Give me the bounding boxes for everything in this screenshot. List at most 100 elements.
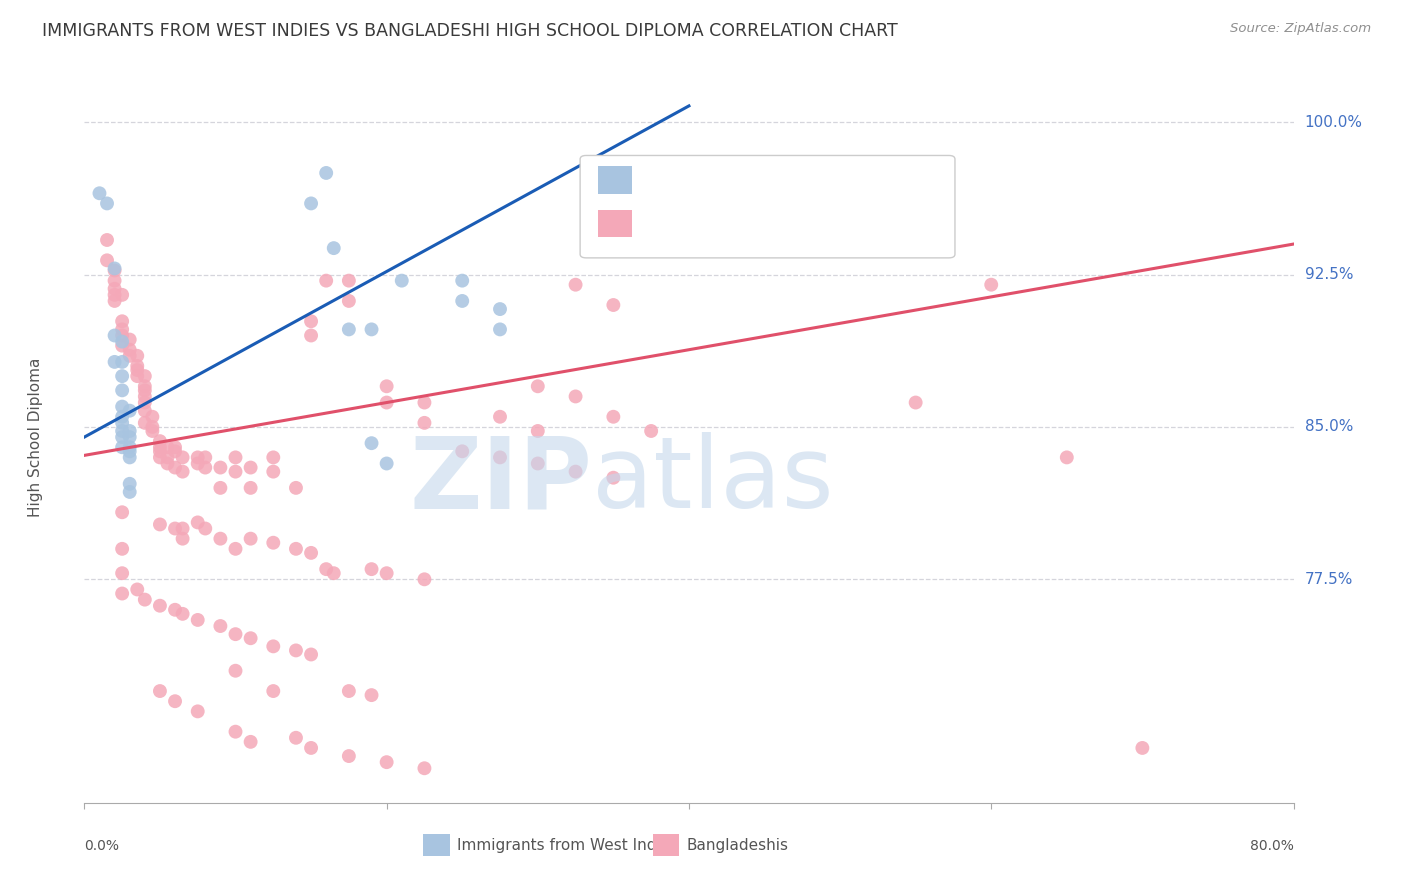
Point	[111, 322, 134, 336]
Point	[564, 389, 586, 403]
Point	[489, 409, 512, 424]
Point	[375, 755, 398, 769]
Point	[225, 450, 247, 465]
Point	[149, 434, 172, 449]
Point	[489, 450, 512, 465]
Point	[262, 684, 284, 698]
Point	[194, 521, 217, 535]
Point	[225, 465, 247, 479]
Point	[111, 440, 134, 454]
Text: Immigrants from West Indies: Immigrants from West Indies	[457, 838, 678, 853]
Point	[118, 430, 141, 444]
Bar	[599, 166, 633, 194]
Point	[337, 749, 360, 764]
Point	[527, 379, 550, 393]
Point	[564, 465, 586, 479]
Point	[602, 409, 624, 424]
Point	[127, 349, 149, 363]
Bar	[423, 834, 450, 856]
Point	[165, 694, 187, 708]
Point	[134, 369, 156, 384]
Point	[149, 440, 172, 454]
Point	[104, 355, 127, 369]
Point	[299, 546, 322, 560]
Point	[187, 704, 209, 718]
Point	[375, 395, 398, 409]
Point	[127, 369, 149, 384]
Point	[134, 416, 156, 430]
Point	[172, 532, 194, 546]
Point	[187, 450, 209, 465]
Point	[165, 444, 187, 458]
Point	[337, 274, 360, 288]
Point	[262, 465, 284, 479]
Point	[209, 481, 232, 495]
Point	[118, 424, 141, 438]
Point	[602, 298, 624, 312]
Point	[489, 322, 512, 336]
Point	[134, 379, 156, 393]
Point	[165, 440, 187, 454]
Point	[337, 684, 360, 698]
Text: ZIP: ZIP	[409, 433, 592, 530]
Point	[111, 369, 134, 384]
Point	[96, 233, 118, 247]
Point	[134, 395, 156, 409]
Point	[671, 186, 693, 201]
Point	[104, 263, 127, 277]
Point	[678, 201, 700, 215]
Text: Bangladeshis: Bangladeshis	[686, 838, 789, 853]
Point	[239, 532, 262, 546]
Point	[127, 582, 149, 597]
Text: R = 0.202   N = 62: R = 0.202 N = 62	[644, 214, 814, 233]
Text: 100.0%: 100.0%	[1305, 115, 1362, 129]
Point	[111, 505, 134, 519]
Point	[127, 359, 149, 373]
Point	[149, 517, 172, 532]
Point	[149, 684, 172, 698]
Point	[156, 440, 179, 454]
Point	[391, 274, 413, 288]
Point	[527, 457, 550, 471]
Point	[413, 572, 436, 586]
Point	[141, 420, 163, 434]
Point	[111, 288, 134, 302]
Point	[104, 261, 127, 276]
Point	[111, 384, 134, 398]
Point	[134, 592, 156, 607]
Point	[104, 288, 127, 302]
Point	[149, 444, 172, 458]
Text: IMMIGRANTS FROM WEST INDIES VS BANGLADESHI HIGH SCHOOL DIPLOMA CORRELATION CHART: IMMIGRANTS FROM WEST INDIES VS BANGLADES…	[42, 22, 898, 40]
Point	[89, 186, 111, 201]
Point	[375, 457, 398, 471]
Text: 0.0%: 0.0%	[84, 839, 120, 854]
Point	[285, 731, 308, 745]
Point	[413, 416, 436, 430]
Point	[527, 424, 550, 438]
Point	[225, 541, 247, 556]
Point	[118, 403, 141, 417]
Bar	[652, 834, 679, 856]
Point	[360, 436, 382, 450]
Point	[141, 409, 163, 424]
Point	[225, 664, 247, 678]
Point	[564, 277, 586, 292]
Point	[209, 532, 232, 546]
Point	[104, 274, 127, 288]
Point	[451, 444, 474, 458]
Point	[299, 740, 322, 755]
Point	[118, 349, 141, 363]
Point	[360, 688, 382, 702]
Point	[602, 166, 624, 180]
Point	[262, 640, 284, 654]
Point	[299, 314, 322, 328]
Point	[165, 460, 187, 475]
Text: 85.0%: 85.0%	[1305, 419, 1353, 434]
Point	[904, 395, 927, 409]
Point	[360, 562, 382, 576]
Point	[111, 586, 134, 600]
Point	[640, 424, 662, 438]
Point	[209, 460, 232, 475]
Point	[141, 424, 163, 438]
Point	[134, 403, 156, 417]
